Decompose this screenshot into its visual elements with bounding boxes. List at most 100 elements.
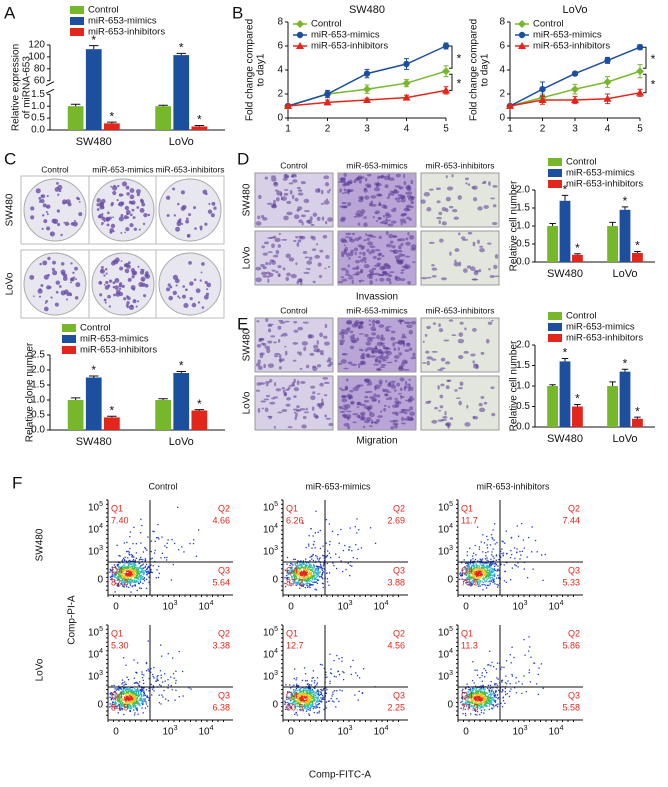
cell	[392, 422, 399, 426]
event	[302, 560, 304, 562]
cell	[383, 214, 386, 218]
event	[127, 562, 129, 565]
event	[138, 692, 140, 694]
cell	[403, 368, 410, 371]
tick-exponent: 4	[210, 725, 214, 732]
colony	[100, 265, 104, 269]
event	[138, 685, 141, 687]
cell	[293, 387, 300, 392]
cell	[341, 395, 347, 399]
cell	[297, 351, 300, 355]
event	[317, 572, 319, 575]
event	[164, 545, 166, 547]
event	[318, 567, 320, 569]
event	[167, 653, 169, 655]
event	[303, 578, 305, 581]
event	[125, 560, 128, 562]
cell	[421, 276, 428, 280]
event	[514, 564, 516, 566]
event	[126, 694, 128, 697]
event	[306, 578, 309, 580]
event	[142, 695, 145, 697]
event	[133, 688, 136, 690]
event	[129, 536, 131, 538]
event	[333, 701, 335, 703]
cell	[357, 384, 364, 387]
event	[125, 579, 127, 582]
colony-plate	[91, 252, 155, 316]
cell	[438, 211, 443, 216]
cell	[292, 239, 297, 243]
event	[290, 695, 292, 697]
cell	[296, 209, 300, 212]
event	[336, 567, 338, 570]
quadrant-label: Q3	[568, 565, 580, 575]
event	[309, 687, 311, 689]
event	[128, 703, 131, 705]
event	[120, 703, 122, 705]
event	[111, 703, 113, 705]
cell	[437, 368, 444, 371]
bar	[103, 417, 120, 430]
event	[470, 560, 472, 562]
event	[484, 566, 486, 568]
quadrant-value: 4.66	[212, 515, 230, 525]
cell	[344, 273, 351, 276]
cell	[296, 405, 300, 408]
cell	[372, 235, 377, 238]
event	[137, 693, 140, 695]
event	[150, 558, 152, 560]
event	[116, 577, 118, 579]
cell	[299, 408, 306, 411]
event	[121, 583, 123, 585]
colony	[123, 263, 128, 268]
event	[124, 568, 126, 570]
event	[295, 577, 298, 580]
event	[133, 526, 135, 528]
cell	[260, 400, 267, 403]
event	[500, 563, 502, 565]
cell	[361, 356, 366, 360]
event	[294, 582, 296, 584]
cell	[406, 383, 411, 386]
event	[126, 541, 128, 544]
event	[501, 552, 503, 555]
x-tick-label: 5	[637, 124, 643, 135]
event	[138, 681, 141, 683]
event	[129, 694, 131, 696]
event	[302, 696, 304, 698]
event	[145, 563, 148, 566]
event	[119, 567, 121, 569]
event	[295, 573, 297, 576]
event	[323, 559, 326, 562]
event	[135, 576, 137, 578]
event	[127, 695, 129, 697]
event	[297, 560, 299, 562]
event	[111, 694, 113, 696]
cell	[387, 223, 394, 227]
event	[505, 581, 508, 583]
event	[121, 699, 123, 701]
event	[130, 704, 132, 707]
event	[110, 699, 112, 701]
colony	[129, 213, 133, 217]
cell	[377, 399, 381, 404]
event	[308, 714, 311, 716]
event	[315, 589, 318, 591]
bar	[607, 226, 618, 262]
event	[483, 562, 485, 564]
event	[287, 691, 289, 693]
cell	[367, 234, 374, 237]
event	[293, 579, 295, 581]
event	[309, 583, 311, 585]
event	[478, 568, 480, 570]
event	[297, 567, 299, 569]
cell	[385, 217, 388, 221]
event	[136, 701, 138, 703]
event	[493, 569, 495, 571]
colony	[173, 214, 177, 217]
event	[161, 536, 163, 538]
event	[318, 573, 320, 575]
event	[285, 706, 287, 708]
colony	[126, 212, 129, 216]
